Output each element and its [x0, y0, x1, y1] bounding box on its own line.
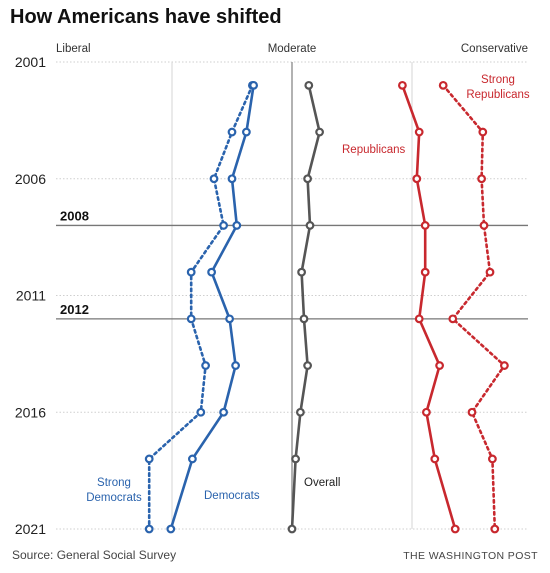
- series-2-point-3: [305, 221, 315, 230]
- series-2-point-6: [303, 361, 313, 370]
- series-group: [144, 80, 509, 534]
- series-0-point-5: [186, 314, 196, 324]
- series-label-1: Democrats: [204, 490, 260, 502]
- series-3-point-4: [420, 267, 430, 277]
- series-line-3: [401, 84, 457, 530]
- series-4-point-3: [479, 221, 489, 230]
- series-line-4: [441, 84, 506, 531]
- x-label-conservative: Conservative: [461, 43, 528, 55]
- series-0-point-3: [219, 221, 229, 230]
- series-1-point-8: [187, 454, 197, 464]
- y-tick-2016: 2016: [15, 404, 46, 420]
- series-4-point-1: [478, 127, 488, 137]
- series-3-point-7: [422, 407, 431, 417]
- source-note: Source: General Social Survey: [12, 548, 177, 562]
- series-0-point-1: [227, 127, 237, 137]
- series-label-2: Overall: [304, 477, 340, 489]
- series-labels: Strong Democrats Democrats Overall Republica…: [86, 74, 530, 504]
- marker-label-2012: 2012: [60, 302, 89, 317]
- series-1-point-1: [241, 127, 251, 137]
- series-4-point-2: [477, 174, 487, 184]
- series-3-point-0: [398, 80, 407, 90]
- series-4-point-0: [438, 80, 448, 90]
- series-1-point-3: [232, 221, 242, 230]
- series-line-2: [290, 85, 321, 530]
- x-label-liberal: Liberal: [56, 43, 91, 55]
- publisher-credit: THE WASHINGTON POST: [403, 550, 538, 562]
- series-2-point-4: [297, 267, 307, 277]
- series-2-point-0: [304, 80, 314, 90]
- series-0-point-9: [144, 524, 154, 534]
- series-line-0: [147, 84, 254, 531]
- series-2-point-5: [299, 314, 309, 324]
- series-2-point-7: [296, 407, 305, 417]
- series-4-point-6: [500, 361, 509, 370]
- series-label-4: Strong Republicans: [466, 74, 530, 101]
- series-3-point-8: [430, 454, 440, 464]
- series-1-point-0: [249, 80, 259, 90]
- chart-title: How Americans have shifted: [10, 6, 282, 28]
- series-0-point-4: [186, 267, 196, 277]
- series-4-point-5: [448, 314, 458, 324]
- x-label-moderate: Moderate: [268, 43, 317, 55]
- series-4-point-4: [485, 267, 495, 277]
- series-4-point-9: [490, 524, 500, 534]
- series-0-point-6: [201, 361, 211, 370]
- series-label-0: Strong Democrats: [86, 477, 142, 504]
- y-tick-2011: 2011: [16, 288, 46, 304]
- series-2-point-8: [291, 454, 301, 464]
- y-tick-2001: 2001: [15, 54, 46, 70]
- series-1-point-9: [166, 524, 176, 534]
- series-3-point-9: [450, 524, 460, 534]
- series-line-1: [169, 85, 255, 530]
- series-1-point-6: [231, 361, 241, 370]
- series-3-point-6: [435, 361, 445, 370]
- series-label-3: Republicans: [342, 144, 406, 156]
- y-tick-labels: 2001 2006 2011 2016 2021: [15, 54, 46, 537]
- series-0-point-8: [144, 454, 154, 464]
- series-0-point-7: [196, 407, 206, 417]
- series-1-point-5: [225, 314, 235, 324]
- series-3-point-5: [414, 314, 424, 324]
- y-tick-2021: 2021: [15, 521, 46, 537]
- y-tick-2006: 2006: [15, 171, 46, 187]
- series-1-point-4: [207, 267, 217, 277]
- series-2-point-2: [303, 174, 313, 184]
- marker-label-2008: 2008: [60, 208, 89, 223]
- series-1-point-7: [219, 407, 229, 417]
- series-3-point-1: [414, 127, 424, 137]
- series-4-point-8: [488, 454, 497, 464]
- x-axis-labels: Liberal Moderate Conservative: [56, 43, 528, 55]
- series-0-point-2: [209, 174, 219, 184]
- series-3-point-2: [412, 174, 422, 184]
- series-2-point-1: [315, 127, 325, 137]
- series-3-point-3: [420, 221, 430, 230]
- series-1-point-2: [227, 174, 237, 184]
- series-4-point-7: [467, 407, 477, 417]
- series-2-point-9: [287, 524, 297, 534]
